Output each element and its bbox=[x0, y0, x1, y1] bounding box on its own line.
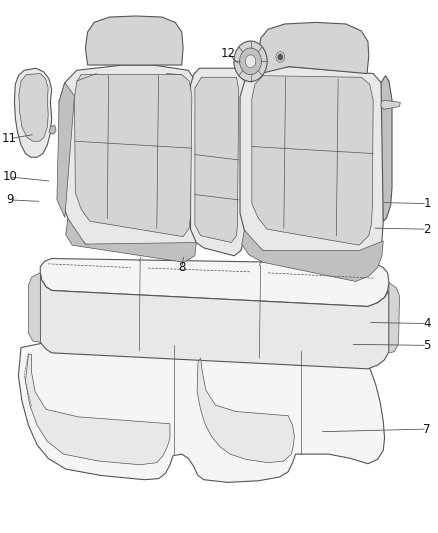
Polygon shape bbox=[389, 282, 399, 353]
Text: 8: 8 bbox=[178, 261, 185, 274]
Polygon shape bbox=[40, 273, 389, 369]
Text: 4: 4 bbox=[423, 317, 431, 330]
Circle shape bbox=[245, 55, 256, 68]
Polygon shape bbox=[40, 259, 389, 306]
Text: 12: 12 bbox=[220, 47, 235, 60]
Circle shape bbox=[240, 48, 261, 75]
Polygon shape bbox=[242, 230, 383, 281]
Polygon shape bbox=[381, 100, 400, 109]
Text: 5: 5 bbox=[424, 339, 431, 352]
Polygon shape bbox=[252, 76, 373, 245]
Polygon shape bbox=[85, 16, 183, 65]
Polygon shape bbox=[381, 76, 392, 221]
Text: 1: 1 bbox=[423, 197, 431, 210]
Polygon shape bbox=[19, 74, 48, 141]
Text: 11: 11 bbox=[2, 132, 17, 145]
Text: 10: 10 bbox=[2, 171, 17, 183]
Polygon shape bbox=[14, 68, 52, 157]
Polygon shape bbox=[18, 338, 385, 482]
Circle shape bbox=[234, 41, 267, 82]
Text: 2: 2 bbox=[423, 223, 431, 236]
Polygon shape bbox=[74, 75, 192, 237]
Polygon shape bbox=[195, 77, 239, 243]
Polygon shape bbox=[191, 68, 245, 256]
Polygon shape bbox=[258, 22, 369, 74]
Text: 9: 9 bbox=[6, 193, 14, 206]
Polygon shape bbox=[240, 67, 385, 269]
Polygon shape bbox=[59, 65, 198, 260]
Polygon shape bbox=[66, 219, 196, 262]
Polygon shape bbox=[25, 354, 170, 465]
Polygon shape bbox=[28, 273, 40, 342]
Text: 7: 7 bbox=[423, 423, 431, 435]
Polygon shape bbox=[197, 358, 294, 463]
Circle shape bbox=[278, 54, 283, 60]
Polygon shape bbox=[49, 125, 56, 134]
Polygon shape bbox=[57, 83, 74, 217]
